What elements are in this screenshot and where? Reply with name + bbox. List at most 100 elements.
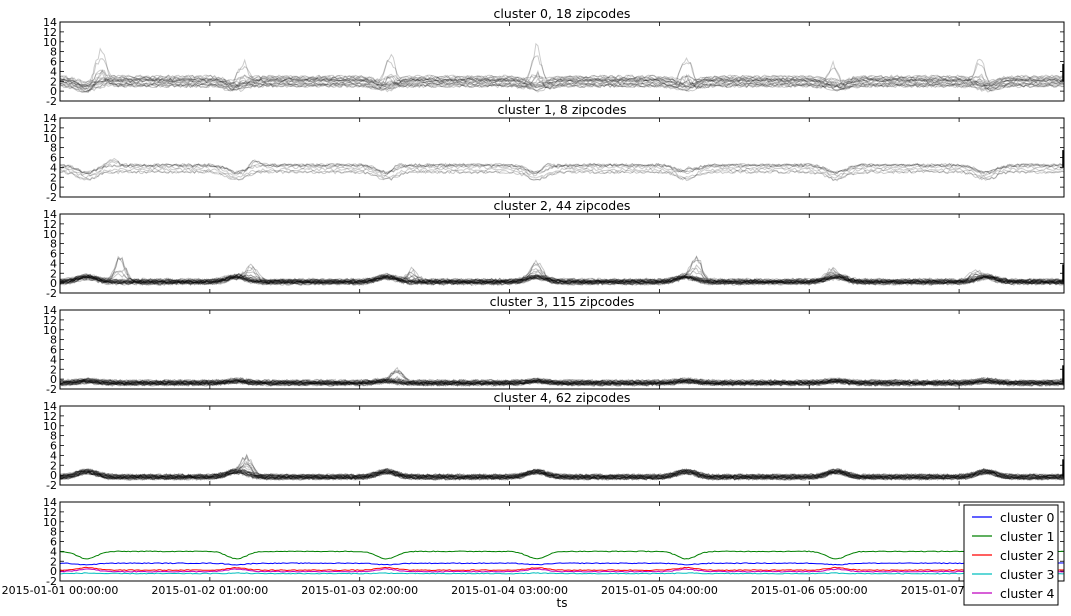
- zipcode-line: [60, 469, 1064, 481]
- zipcode-line: [60, 378, 1064, 385]
- y-tick-label: 2: [50, 267, 57, 280]
- plot-area: [60, 550, 1064, 575]
- legend-label: cluster 2: [1000, 548, 1054, 563]
- zipcode-line: [60, 471, 1064, 481]
- zipcode-line: [60, 377, 1064, 384]
- legend-label: cluster 1: [1000, 529, 1054, 544]
- y-tick-label: 4: [50, 545, 57, 558]
- zipcode-line: [60, 376, 1064, 384]
- zipcode-line: [60, 467, 1064, 478]
- zipcode-line: [60, 169, 1064, 182]
- x-tick-label: 2015-01-01 00:00:00: [2, 584, 119, 597]
- y-tick-label: 2: [50, 459, 57, 472]
- zipcode-line: [60, 77, 1064, 88]
- y-tick-label: 6: [50, 248, 57, 261]
- zipcode-line: [60, 469, 1064, 481]
- zipcode-line: [60, 169, 1064, 182]
- zipcode-line: [60, 379, 1064, 386]
- zipcode-line: [60, 369, 1064, 384]
- zipcode-line: [60, 157, 1064, 177]
- x-tick-label: 2015-01-05 04:00:00: [601, 584, 718, 597]
- zipcode-line: [60, 462, 1064, 481]
- zipcode-line: [60, 167, 1064, 179]
- zipcode-line: [60, 275, 1064, 285]
- y-tick-label: 8: [50, 334, 57, 347]
- y-tick-label: -2: [46, 191, 57, 204]
- zipcode-line: [60, 80, 1064, 91]
- subplot-title: cluster 4, 62 zipcodes: [494, 390, 631, 405]
- plot-area: [60, 365, 1064, 388]
- zipcode-line: [60, 272, 1064, 283]
- zipcode-line: [60, 78, 1064, 89]
- series-line: [60, 568, 1064, 573]
- y-tick-label: 4: [50, 449, 57, 462]
- legend: cluster 0 cluster 1 cluster 2 cluster 3 clus…: [963, 504, 1059, 606]
- zipcode-line: [60, 76, 1064, 93]
- zipcode-line: [60, 461, 1064, 479]
- zipcode-line: [60, 467, 1064, 478]
- zipcode-line: [60, 377, 1064, 385]
- zipcode-line: [60, 468, 1064, 478]
- zipcode-line: [60, 370, 1064, 385]
- zipcode-line: [60, 42, 1064, 92]
- subplot-title: cluster 0, 18 zipcodes: [494, 6, 631, 21]
- zipcode-line: [60, 456, 1064, 478]
- zipcode-line: [60, 274, 1064, 284]
- legend-label: cluster 3: [1000, 567, 1054, 582]
- zipcode-line: [60, 378, 1064, 386]
- zipcode-line: [60, 75, 1064, 86]
- y-tick-label: 2: [50, 555, 57, 568]
- zipcode-line: [60, 468, 1064, 480]
- axes-frame: [59, 21, 1065, 102]
- y-tick-label: 10: [43, 132, 57, 145]
- zipcode-line: [60, 378, 1064, 385]
- y-tick-label: -2: [46, 287, 57, 300]
- y-tick-label: 0: [50, 85, 57, 98]
- zipcode-line: [60, 55, 1064, 87]
- y-tick-label: 12: [43, 314, 57, 327]
- zipcode-line: [60, 69, 1064, 93]
- zipcode-line: [60, 454, 1064, 478]
- zipcode-line: [60, 369, 1064, 384]
- y-tick-label: -2: [46, 383, 57, 396]
- zipcode-line: [60, 378, 1064, 385]
- series-line: [60, 566, 1064, 572]
- zipcode-line: [60, 379, 1064, 386]
- zipcode-line: [60, 82, 1064, 93]
- zipcode-line: [60, 469, 1064, 479]
- zipcode-line: [60, 453, 1064, 479]
- y-tick-label: 6: [50, 440, 57, 453]
- y-tick-label: 8: [50, 142, 57, 155]
- y-tick-label: 6: [50, 536, 57, 549]
- zipcode-line: [60, 78, 1064, 89]
- y-tick-label: 14: [43, 400, 57, 413]
- zipcode-line: [60, 276, 1064, 287]
- axes-frame: [59, 405, 1065, 486]
- y-tick-label: 8: [50, 238, 57, 251]
- zipcode-line: [60, 276, 1064, 286]
- axes-frame: [59, 501, 1065, 582]
- zipcode-line: [60, 469, 1064, 480]
- y-tick-label: 14: [43, 496, 57, 509]
- zipcode-line: [60, 366, 1064, 386]
- y-tick-label: 4: [50, 65, 57, 78]
- zipcode-line: [60, 379, 1064, 386]
- zipcode-line: [60, 461, 1064, 481]
- zipcode-line: [60, 275, 1064, 285]
- y-tick-label: 6: [50, 152, 57, 165]
- plot-area: [60, 150, 1064, 182]
- zipcode-line: [60, 77, 1064, 88]
- zipcode-line: [60, 275, 1064, 284]
- y-tick-label: 14: [43, 208, 57, 221]
- zipcode-line: [60, 470, 1064, 480]
- y-tick-label: 12: [43, 26, 57, 39]
- zipcode-line: [60, 471, 1064, 482]
- zipcode-line: [60, 274, 1064, 284]
- x-axis-label: ts: [557, 596, 568, 610]
- axes-frame: [59, 213, 1065, 294]
- zipcode-line: [60, 380, 1064, 387]
- zipcode-line: [60, 377, 1064, 384]
- x-tick-label: 2015-01-04 03:00:00: [451, 584, 568, 597]
